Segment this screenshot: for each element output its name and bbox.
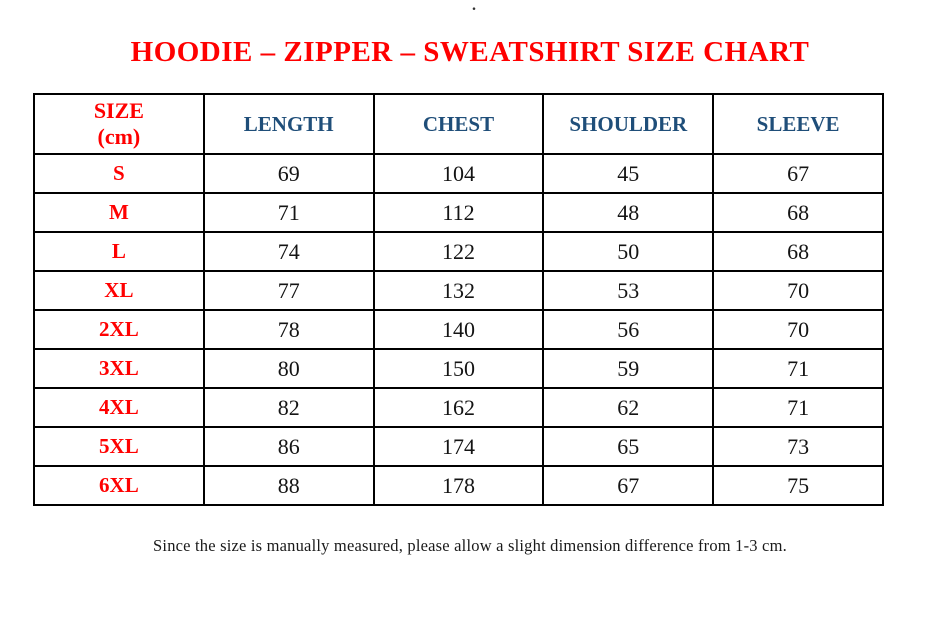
size-label-cell: 6XL [33,465,205,506]
size-label-cell: 5XL [33,426,205,467]
column-header-chest: CHEST [372,93,545,155]
sleeve-cell: 70 [712,309,884,350]
measurement-disclaimer: Since the size is manually measured, ple… [153,536,787,555]
table-row-5xl: 5XL 86 174 65 73 [33,426,884,467]
shoulder-cell: 45 [542,153,715,194]
size-chart-table-header: SIZE (cm) LENGTH CHEST SHOULDER SLEEVE [33,93,884,155]
sleeve-cell: 71 [712,387,884,428]
shoulder-cell: 53 [542,270,715,311]
size-label-cell: M [33,192,205,233]
size-label-cell: L [33,231,205,272]
table-row-m: M 71 112 48 68 [33,192,884,233]
size-chart-table-body: S 69 104 45 67 M 71 112 48 68 L 74 122 5… [33,153,884,506]
size-label-cell: S [33,153,205,194]
stray-dot-mark: . [472,0,476,14]
sleeve-cell: 68 [712,192,884,233]
chest-cell: 132 [372,270,545,311]
column-header-size-line1: SIZE [93,98,144,124]
size-chart-table: SIZE (cm) LENGTH CHEST SHOULDER SLEEVE S… [33,93,884,506]
table-row-4xl: 4XL 82 162 62 71 [33,387,884,428]
sleeve-cell: 73 [712,426,884,467]
shoulder-cell: 59 [542,348,715,389]
table-row-2xl: 2XL 78 140 56 70 [33,309,884,350]
chest-cell: 174 [372,426,545,467]
chest-cell: 122 [372,231,545,272]
table-row-3xl: 3XL 80 150 59 71 [33,348,884,389]
size-label-cell: 4XL [33,387,205,428]
length-cell: 80 [202,348,375,389]
length-cell: 78 [202,309,375,350]
length-cell: 82 [202,387,375,428]
sleeve-cell: 68 [712,231,884,272]
table-row-xl: XL 77 132 53 70 [33,270,884,311]
table-row-s: S 69 104 45 67 [33,153,884,194]
header-row: SIZE (cm) LENGTH CHEST SHOULDER SLEEVE [33,93,884,155]
length-cell: 77 [202,270,375,311]
shoulder-cell: 56 [542,309,715,350]
table-row-6xl: 6XL 88 178 67 75 [33,465,884,506]
chest-cell: 104 [372,153,545,194]
length-cell: 74 [202,231,375,272]
chest-cell: 112 [372,192,545,233]
page-title: HOODIE – ZIPPER – SWEATSHIRT SIZE CHART [130,36,810,68]
size-label-cell: 2XL [33,309,205,350]
shoulder-cell: 50 [542,231,715,272]
sleeve-cell: 70 [712,270,884,311]
sleeve-cell: 75 [712,465,884,506]
size-label-cell: 3XL [33,348,205,389]
chest-cell: 162 [372,387,545,428]
shoulder-cell: 48 [542,192,715,233]
chest-cell: 150 [372,348,545,389]
length-cell: 88 [202,465,375,506]
chest-cell: 140 [372,309,545,350]
sleeve-cell: 71 [712,348,884,389]
size-label-cell: XL [33,270,205,311]
chest-cell: 178 [372,465,545,506]
column-header-sleeve: SLEEVE [712,93,884,155]
column-header-shoulder: SHOULDER [542,93,715,155]
column-header-length: LENGTH [202,93,375,155]
shoulder-cell: 65 [542,426,715,467]
column-header-size: SIZE (cm) [33,93,205,155]
column-header-size-line2: (cm) [97,124,141,149]
shoulder-cell: 62 [542,387,715,428]
length-cell: 86 [202,426,375,467]
length-cell: 69 [202,153,375,194]
sleeve-cell: 67 [712,153,884,194]
length-cell: 71 [202,192,375,233]
shoulder-cell: 67 [542,465,715,506]
table-row-l: L 74 122 50 68 [33,231,884,272]
